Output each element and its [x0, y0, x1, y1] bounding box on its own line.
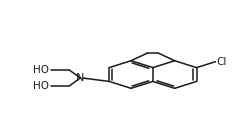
Text: Cl: Cl	[216, 57, 227, 67]
Text: N: N	[76, 73, 84, 83]
Text: HO: HO	[33, 81, 49, 91]
Text: HO: HO	[33, 65, 49, 75]
